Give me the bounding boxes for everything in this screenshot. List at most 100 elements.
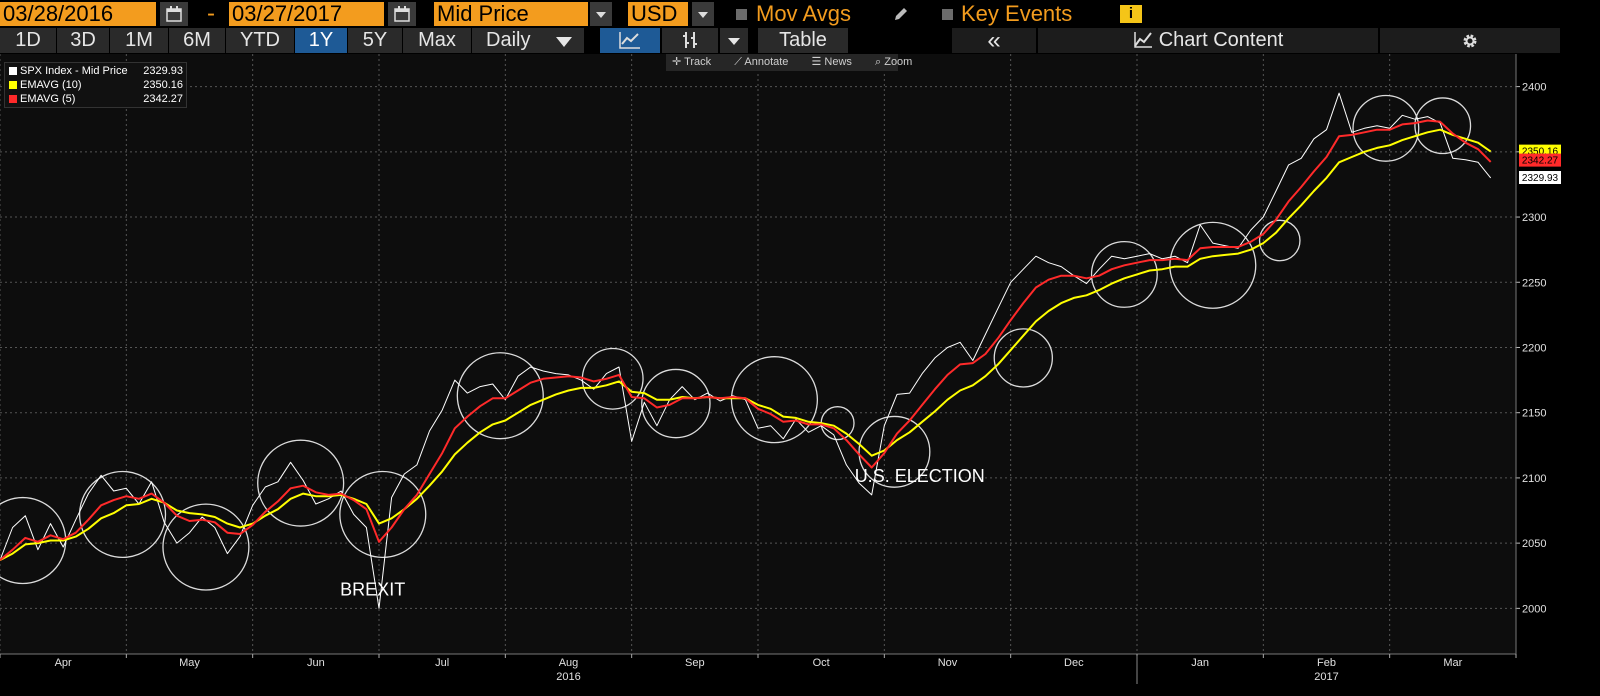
annotation-label: BREXIT bbox=[340, 579, 405, 599]
collapse-button[interactable]: « bbox=[952, 28, 1036, 53]
x-tick-label: Sep bbox=[685, 657, 705, 669]
x-tick-label: Jun bbox=[307, 657, 325, 669]
end-calendar-button[interactable] bbox=[388, 2, 416, 26]
mov-avgs-checkbox[interactable] bbox=[736, 9, 747, 20]
currency-select[interactable]: USD bbox=[628, 2, 688, 26]
legend-item-ema10[interactable]: EMAVG (10) 2350.16 bbox=[8, 78, 183, 92]
legend-value: 2342.27 bbox=[143, 93, 183, 105]
ohlc-icon bbox=[683, 32, 697, 48]
legend-item-price[interactable]: SPX Index - Mid Price 2329.93 bbox=[8, 64, 183, 78]
event-circle bbox=[1090, 240, 1158, 308]
pencil-icon[interactable] bbox=[892, 5, 910, 23]
line-chart-icon bbox=[619, 32, 640, 49]
double-chevron-left-icon: « bbox=[987, 27, 1001, 54]
period-5y-button[interactable]: 5Y bbox=[348, 28, 402, 53]
news-tool[interactable]: ☰ News bbox=[811, 56, 852, 68]
last-value-label: 2350.16 bbox=[1522, 147, 1559, 158]
zoom-tool[interactable]: ⌕ Zoom bbox=[875, 56, 913, 68]
event-circle bbox=[1258, 219, 1301, 262]
period-1m-button[interactable]: 1M bbox=[110, 28, 168, 53]
x-tick-label: Oct bbox=[813, 657, 830, 669]
legend-name: EMAVG (5) bbox=[20, 93, 76, 105]
chart-content-label: Chart Content bbox=[1158, 29, 1284, 51]
series-ema5-line bbox=[0, 119, 1492, 561]
chevron-down-icon bbox=[728, 38, 740, 45]
legend-swatch-ema5 bbox=[9, 95, 17, 103]
annotate-tool[interactable]: ⟋ Annotate bbox=[734, 56, 789, 68]
period-ytd-button[interactable]: YTD bbox=[226, 28, 294, 53]
y-tick-label: 2000 bbox=[1522, 603, 1546, 615]
calendar-icon bbox=[166, 6, 182, 22]
track-tool[interactable]: ✛ Track bbox=[672, 56, 712, 68]
price-type-select[interactable]: Mid Price bbox=[434, 2, 588, 26]
period-3d-button[interactable]: 3D bbox=[57, 28, 109, 53]
period-6m-button[interactable]: 6M bbox=[169, 28, 225, 53]
legend-name: EMAVG (10) bbox=[20, 79, 82, 91]
gear-icon bbox=[1463, 34, 1477, 48]
period-max-button[interactable]: Max bbox=[403, 28, 471, 53]
info-icon[interactable]: i bbox=[1120, 5, 1142, 23]
news-label: News bbox=[824, 56, 852, 68]
zoom-label: Zoom bbox=[884, 56, 913, 68]
price-type-dropdown-button[interactable] bbox=[590, 2, 612, 26]
x-tick-label: Mar bbox=[1443, 657, 1462, 669]
event-circle bbox=[1169, 221, 1257, 309]
y-tick-label: 2100 bbox=[1522, 473, 1546, 485]
chart-content-button[interactable]: Chart Content bbox=[1038, 28, 1378, 53]
legend-item-ema5[interactable]: EMAVG (5) 2342.27 bbox=[8, 92, 183, 106]
x-tick-label: Dec bbox=[1064, 657, 1084, 669]
date-range-separator: - bbox=[207, 0, 215, 27]
event-circle bbox=[78, 470, 167, 559]
event-circle bbox=[730, 356, 819, 444]
legend[interactable]: SPX Index - Mid Price 2329.93 EMAVG (10)… bbox=[4, 62, 187, 108]
x-tick-label: Feb bbox=[1317, 657, 1336, 669]
mov-avgs-label[interactable]: Mov Avgs bbox=[756, 1, 851, 26]
start-calendar-button[interactable] bbox=[160, 2, 188, 26]
x-axis: Apr May Jun Jul Aug Sep Oct Nov Dec Jan Feb Mar 2016… bbox=[0, 653, 1517, 684]
x-tick-label: Jul bbox=[435, 657, 449, 669]
legend-value: 2350.16 bbox=[143, 79, 183, 91]
x-tick-label: Apr bbox=[55, 657, 72, 669]
last-value-tag bbox=[1519, 153, 1561, 167]
key-events-checkbox[interactable] bbox=[942, 9, 953, 20]
period-1d-button[interactable]: 1D bbox=[0, 28, 56, 53]
x-tick-label: Jan bbox=[1191, 657, 1209, 669]
series-price-line bbox=[0, 92, 1492, 609]
annotation-label: U.S. ELECTION bbox=[855, 466, 985, 486]
event-circles bbox=[0, 94, 1472, 591]
frequency-label: Daily bbox=[486, 29, 531, 51]
event-circle bbox=[257, 439, 345, 527]
event-circle bbox=[456, 352, 544, 440]
track-label: Track bbox=[684, 56, 712, 68]
key-events-label[interactable]: Key Events bbox=[961, 1, 1073, 26]
bar-chart-type-button[interactable] bbox=[662, 28, 718, 53]
series-ema10-line bbox=[0, 128, 1492, 561]
last-value-label: 2329.93 bbox=[1522, 173, 1559, 184]
line-chart-button[interactable] bbox=[600, 28, 660, 53]
grid-lines bbox=[0, 54, 1517, 654]
x-tick-label: Nov bbox=[938, 657, 958, 669]
year-label: 2017 bbox=[1314, 671, 1338, 683]
period-1y-button[interactable]: 1Y bbox=[295, 28, 347, 53]
table-button[interactable]: Table bbox=[758, 28, 848, 53]
event-circle bbox=[581, 347, 644, 410]
x-tick-label: Aug bbox=[559, 657, 579, 669]
chart-content-icon bbox=[1133, 32, 1152, 48]
y-axis: 200020502100215022002250230023502400 bbox=[1515, 54, 1600, 654]
chart-type-dropdown-button[interactable] bbox=[720, 28, 748, 53]
event-circle bbox=[339, 470, 427, 559]
series-lines bbox=[0, 92, 1492, 609]
y-tick-label: 2400 bbox=[1522, 82, 1546, 94]
end-date-input[interactable]: 03/27/2017 bbox=[229, 2, 384, 26]
currency-dropdown-button[interactable] bbox=[692, 2, 714, 26]
legend-swatch-price bbox=[9, 67, 17, 75]
start-date-input[interactable]: 03/28/2016 bbox=[0, 2, 156, 26]
y-tick-label: 2150 bbox=[1522, 408, 1546, 420]
event-circle bbox=[1414, 97, 1472, 155]
last-value-tag bbox=[1519, 171, 1561, 185]
settings-button[interactable] bbox=[1380, 28, 1560, 53]
frequency-select[interactable]: Daily bbox=[472, 28, 584, 53]
annotations: BREXIT U.S. ELECTION bbox=[340, 466, 985, 599]
y-tick-label: 2050 bbox=[1522, 538, 1546, 550]
